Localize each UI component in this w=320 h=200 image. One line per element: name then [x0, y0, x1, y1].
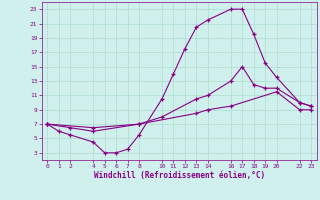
X-axis label: Windchill (Refroidissement éolien,°C): Windchill (Refroidissement éolien,°C) [94, 171, 265, 180]
